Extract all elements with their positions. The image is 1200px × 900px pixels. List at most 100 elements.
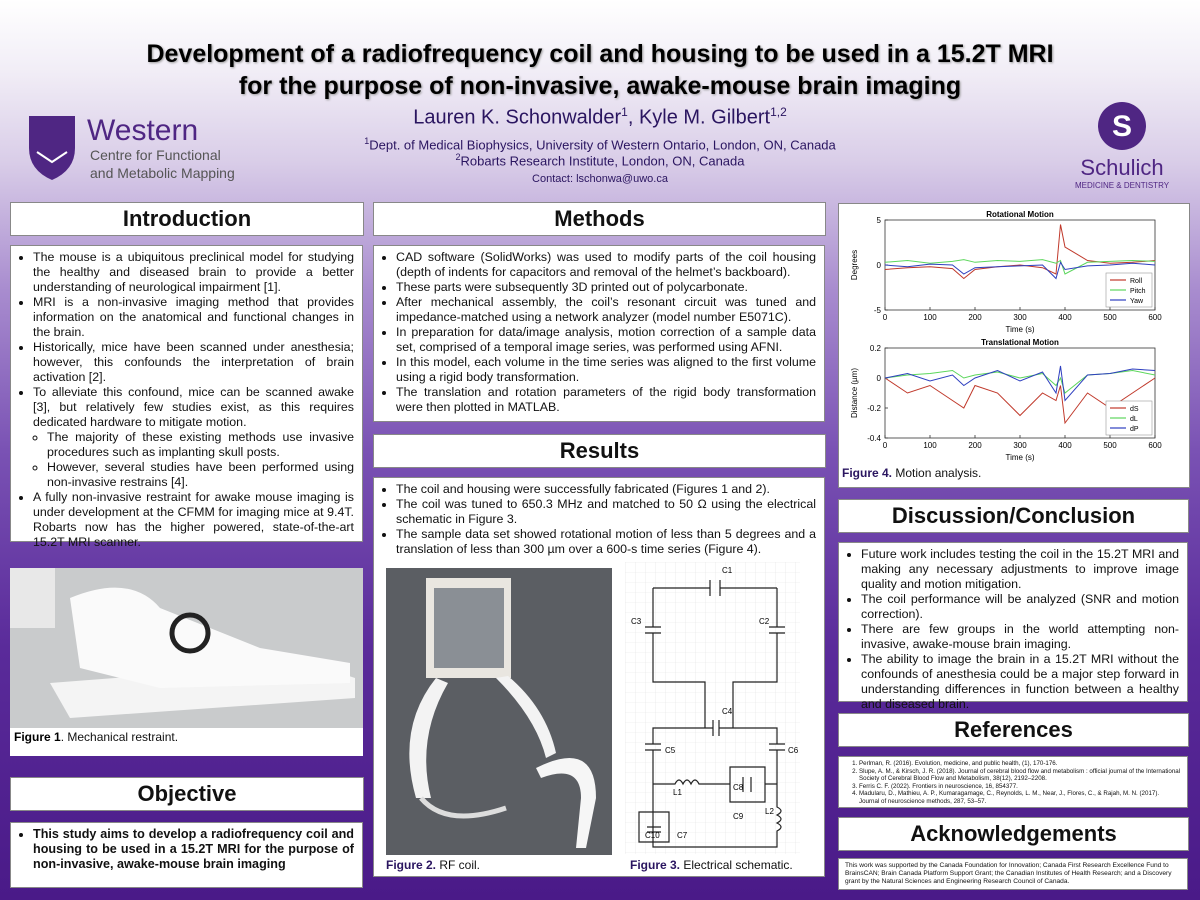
caption-label: Figure 4. bbox=[842, 466, 893, 480]
logo-circle bbox=[1098, 102, 1146, 150]
section-heading: Introduction bbox=[10, 202, 364, 236]
title-line: for the purpose of non-invasive, awake-m… bbox=[238, 72, 962, 100]
references-box: Perlman, R. (2016). Evolution, medicine,… bbox=[838, 756, 1188, 808]
bullet-item: The coil was tuned to 650.3 MHz and matc… bbox=[396, 497, 816, 527]
bullet-list: The coil and housing were successfully f… bbox=[382, 482, 816, 557]
grid bbox=[625, 562, 800, 854]
shield bbox=[29, 116, 75, 180]
objective-box: This study aims to develop a radiofreque… bbox=[10, 822, 363, 888]
caption-text: Electrical schematic. bbox=[680, 858, 793, 872]
series-line bbox=[884, 365, 1156, 402]
section-heading: Results bbox=[373, 434, 826, 468]
figure3-caption: Figure 3. Electrical schematic. bbox=[630, 858, 793, 872]
x-axis-label: Time (s) bbox=[1005, 453, 1034, 462]
component-label: C7 bbox=[677, 831, 688, 840]
component-label: C10 bbox=[645, 831, 660, 840]
bullet-item: This study aims to develop a radiofreque… bbox=[33, 827, 354, 872]
reference-list: Perlman, R. (2016). Evolution, medicine,… bbox=[845, 760, 1181, 806]
x-tick-label: 300 bbox=[1013, 313, 1027, 322]
authors: Lauren K. Schonwalder1, Kyle M. Gilbert1… bbox=[413, 105, 787, 129]
author-sup: 1 bbox=[621, 105, 628, 119]
bullet-item: In this model, each volume in the time s… bbox=[396, 355, 816, 385]
legend-label: Roll bbox=[1130, 278, 1143, 285]
series-line bbox=[884, 261, 1156, 280]
bullet-item: The majority of these existing methods u… bbox=[47, 430, 354, 460]
legend-label: Yaw bbox=[1130, 298, 1144, 305]
aff-sup: 1 bbox=[364, 136, 370, 146]
logo-text: Schulich bbox=[1080, 155, 1163, 180]
methods-box: CAD software (SolidWorks) was used to mo… bbox=[373, 245, 825, 422]
series-line bbox=[884, 259, 1156, 275]
x-tick-label: 200 bbox=[968, 313, 982, 322]
bullet-item: Ferris C. F. (2022). Frontiers in neuros… bbox=[859, 783, 1181, 791]
caption-text: Motion analysis. bbox=[892, 466, 982, 480]
western-logo: Western Centre for Functional and Metabo… bbox=[29, 114, 235, 181]
bullet-item: To alleviate this confound, mice can be … bbox=[33, 385, 354, 430]
component-label: C6 bbox=[788, 746, 799, 755]
figure2-image bbox=[386, 568, 612, 855]
caption-label: Figure 2. bbox=[386, 858, 437, 872]
x-tick-label: 600 bbox=[1148, 441, 1162, 450]
legend-label: dL bbox=[1130, 416, 1138, 423]
section-heading: Methods bbox=[373, 202, 826, 236]
y-axis-label: Distance (µm) bbox=[850, 368, 859, 418]
bullet-item: The sample data set showed rotational mo… bbox=[396, 527, 816, 557]
bullet-item: The coil and housing were successfully f… bbox=[396, 482, 816, 497]
bullet-list: The mouse is a ubiquitous preclinical mo… bbox=[19, 250, 354, 550]
bullet-item: These parts were subsequently 3D printed… bbox=[396, 280, 816, 295]
bullet-item: Future work includes testing the coil in… bbox=[861, 547, 1179, 592]
shield-mark bbox=[36, 151, 68, 164]
figure1-caption: Figure 1. Mechanical restraint. bbox=[10, 728, 363, 756]
author-sup: 1,2 bbox=[770, 105, 787, 119]
bullet-item: However, several studies have been perfo… bbox=[47, 460, 354, 490]
photo-shape bbox=[70, 587, 350, 688]
component-label: C8 bbox=[733, 783, 744, 792]
photo-shape bbox=[496, 676, 556, 758]
caption-text: RF coil. bbox=[436, 858, 481, 872]
caption-label: Figure 1 bbox=[14, 730, 61, 744]
logo-text: Western bbox=[87, 114, 198, 147]
x-tick-label: 100 bbox=[923, 441, 937, 450]
x-tick-label: 400 bbox=[1058, 441, 1072, 450]
component-label: L2 bbox=[765, 807, 774, 816]
chart: Translational Motion Time (s) Distance (µm… bbox=[850, 338, 1162, 462]
component-label: C5 bbox=[665, 746, 676, 755]
bullet-item: There are few groups in the world attemp… bbox=[861, 622, 1179, 652]
y-tick-label: -0.4 bbox=[867, 434, 881, 443]
photo-shape bbox=[409, 678, 448, 798]
sub-list: The majority of these existing methods u… bbox=[33, 430, 354, 490]
component-label: C4 bbox=[722, 707, 733, 716]
logo-text: Centre for Functional bbox=[90, 147, 221, 163]
bullet-item: The translation and rotation parameters … bbox=[396, 385, 816, 415]
legend-label: dP bbox=[1130, 426, 1139, 433]
aff-sup: 2 bbox=[455, 152, 461, 162]
component-label: C2 bbox=[759, 617, 770, 626]
figure2-caption: Figure 2. RF coil. bbox=[386, 858, 480, 872]
x-tick-label: 0 bbox=[883, 313, 888, 322]
photo-shape bbox=[434, 588, 504, 668]
aff-text: Robarts Research Institute, London, ON, … bbox=[460, 153, 745, 169]
title: Development of a radiofrequency coil and… bbox=[0, 38, 1200, 102]
caption-label: Figure 3. bbox=[630, 858, 681, 872]
author: Kyle M. Gilbert bbox=[638, 106, 771, 129]
bullet-item: A fully non-invasive restraint for awake… bbox=[33, 490, 354, 550]
y-tick-label: 0 bbox=[877, 374, 882, 383]
photo-shape bbox=[419, 796, 507, 819]
bullet-item: Historically, mice have been scanned und… bbox=[33, 340, 354, 385]
affiliation: 2Robarts Research Institute, London, ON,… bbox=[0, 152, 1200, 168]
caption-text: . Mechanical restraint. bbox=[60, 730, 179, 744]
section-heading: Discussion/Conclusion bbox=[838, 499, 1189, 533]
x-tick-label: 500 bbox=[1103, 441, 1117, 450]
figure4-caption: Figure 4. Motion analysis. bbox=[842, 466, 981, 480]
photo-shape bbox=[536, 758, 596, 848]
bullet-item: CAD software (SolidWorks) was used to mo… bbox=[396, 250, 816, 280]
photo-shape bbox=[169, 612, 211, 654]
component-label: C3 bbox=[631, 617, 642, 626]
photo-shape bbox=[10, 568, 55, 628]
chart-title: Rotational Motion bbox=[986, 210, 1054, 219]
legend-label: Pitch bbox=[1130, 288, 1146, 295]
y-tick-label: 0.2 bbox=[870, 344, 882, 353]
component-label: L1 bbox=[673, 788, 682, 797]
logo-text: and Metabolic Mapping bbox=[90, 165, 235, 181]
